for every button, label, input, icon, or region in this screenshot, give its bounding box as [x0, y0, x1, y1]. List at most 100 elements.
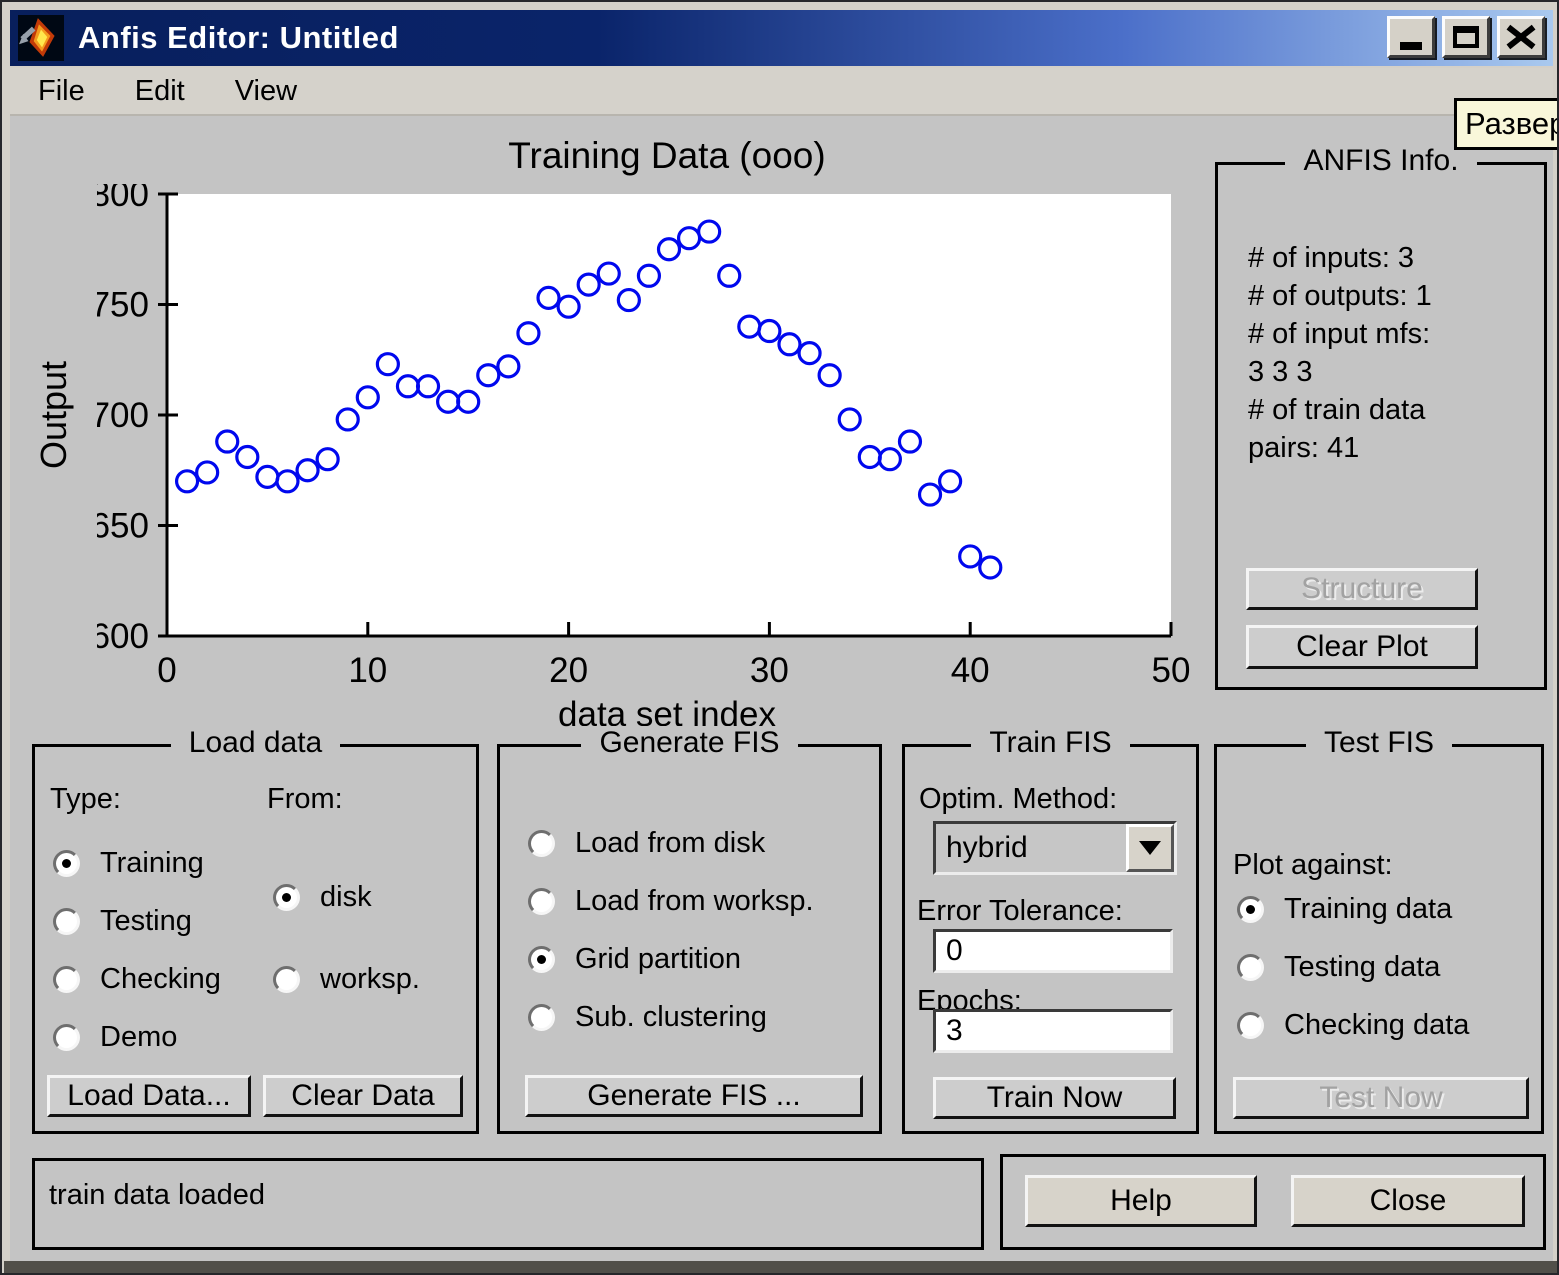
data-point	[837, 407, 862, 432]
radio-disk-label: disk	[320, 881, 372, 913]
radio-sub-clustering[interactable]	[528, 1004, 555, 1031]
close-dialog-button-label: Close	[1369, 1184, 1447, 1217]
radio-row-checking-data: Checking data	[1237, 1009, 1469, 1042]
data-point	[516, 321, 541, 346]
radio-row-training: Training	[53, 847, 204, 880]
data-point	[355, 385, 380, 410]
radio-training[interactable]	[53, 850, 80, 877]
data-point	[817, 363, 842, 388]
y-tick-label: 700	[97, 396, 149, 435]
train-now-button[interactable]: Train Now	[933, 1077, 1176, 1119]
radio-testing-data-label: Testing data	[1284, 951, 1441, 983]
optim-method-select[interactable]: hybrid	[933, 821, 1177, 875]
radio-demo[interactable]	[53, 1024, 80, 1051]
error-tolerance-input[interactable]	[933, 929, 1173, 973]
load-data-panel: Load data Type: From: Training Testing C…	[32, 726, 479, 1134]
help-button[interactable]: Help	[1025, 1175, 1257, 1227]
data-point	[415, 374, 441, 399]
test-fis-panel: Test FIS Plot against: Training data Tes…	[1214, 726, 1544, 1134]
close-button[interactable]	[1497, 16, 1545, 58]
radio-testing-label: Testing	[100, 905, 192, 937]
test-now-button[interactable]: Test Now	[1233, 1077, 1529, 1119]
data-point	[938, 469, 963, 494]
close-dialog-button[interactable]: Close	[1291, 1175, 1525, 1227]
radio-training-data[interactable]	[1237, 896, 1264, 923]
x-tick-label: 50	[1152, 651, 1191, 690]
chart-title: Training Data (ooo)	[508, 135, 826, 176]
data-point	[235, 444, 260, 470]
data-point	[697, 219, 722, 244]
radio-row-load-disk: Load from disk	[528, 827, 765, 860]
matlab-logo-icon	[18, 15, 64, 61]
info-line: # of inputs: 3	[1248, 242, 1415, 274]
data-point	[174, 469, 200, 494]
y-tick-label: 750	[97, 286, 149, 325]
radio-row-training-data: Training data	[1237, 893, 1452, 926]
radio-disk[interactable]	[273, 884, 300, 911]
window-resize-edge	[4, 1261, 1557, 1273]
radio-row-disk: disk	[273, 881, 372, 914]
minimize-button[interactable]	[1387, 16, 1435, 58]
train-now-button-label: Train Now	[986, 1081, 1123, 1114]
x-tick-label: 20	[549, 651, 588, 690]
menu-edit[interactable]: Edit	[134, 74, 185, 107]
y-tick-label: 650	[97, 507, 149, 546]
radio-training-label: Training	[100, 847, 204, 879]
radio-training-data-label: Training data	[1284, 893, 1453, 925]
radio-testing-data[interactable]	[1237, 954, 1264, 981]
close-icon	[1507, 25, 1535, 49]
radio-load-from-worksp[interactable]	[528, 888, 555, 915]
radio-testing[interactable]	[53, 908, 80, 935]
data-point	[315, 447, 340, 472]
titlebar[interactable]: Anfis Editor: Untitled	[10, 10, 1553, 66]
y-tick-label: 600	[97, 617, 149, 656]
radio-grid-partition[interactable]	[528, 946, 555, 973]
radio-checking[interactable]	[53, 966, 80, 993]
window-controls	[1387, 16, 1545, 58]
optim-method-label: Optim. Method:	[919, 783, 1118, 815]
radio-load-from-disk[interactable]	[528, 830, 555, 857]
data-point	[636, 263, 662, 288]
info-line: pairs: 41	[1248, 432, 1360, 464]
plot-against-label: Plot against:	[1233, 849, 1393, 881]
from-label: From:	[267, 783, 343, 815]
structure-button[interactable]: Structure	[1246, 568, 1478, 610]
status-message: train data loaded	[49, 1179, 266, 1211]
info-line: # of outputs: 1	[1248, 280, 1432, 312]
structure-button-label: Structure	[1301, 572, 1423, 605]
radio-worksp-label: worksp.	[320, 963, 420, 995]
generate-fis-button[interactable]: Generate FIS ...	[525, 1075, 863, 1117]
data-point	[797, 341, 822, 366]
radio-row-load-worksp: Load from worksp.	[528, 885, 814, 918]
data-point	[375, 352, 400, 377]
generate-fis-button-label: Generate FIS ...	[587, 1079, 801, 1112]
radio-checking-data[interactable]	[1237, 1012, 1264, 1039]
radio-row-sub-clustering: Sub. clustering	[528, 1001, 767, 1034]
maximize-button[interactable]	[1442, 16, 1490, 58]
radio-checking-label: Checking	[100, 963, 221, 995]
epochs-input[interactable]	[933, 1009, 1173, 1053]
clear-data-button[interactable]: Clear Data	[263, 1075, 463, 1117]
data-point	[717, 263, 742, 288]
radio-row-demo: Demo	[53, 1021, 177, 1054]
radio-worksp[interactable]	[273, 966, 300, 993]
info-line: # of input mfs:	[1248, 318, 1431, 350]
generate-fis-panel: Generate FIS Load from disk Load from wo…	[497, 726, 882, 1134]
radio-row-worksp: worksp.	[273, 963, 420, 996]
data-point	[897, 429, 923, 454]
radio-row-testing-data: Testing data	[1237, 951, 1440, 984]
data-point	[476, 363, 501, 388]
menu-file[interactable]: File	[38, 74, 85, 107]
optim-method-value: hybrid	[946, 831, 1028, 864]
data-point	[496, 354, 521, 379]
data-point	[917, 482, 943, 507]
dropdown-arrow-button[interactable]	[1126, 824, 1174, 872]
anfis-info-text: # of inputs: 3 # of outputs: 1 # of inpu…	[1248, 239, 1432, 467]
data-point	[335, 407, 360, 432]
x-tick-label: 40	[951, 651, 990, 690]
menu-view[interactable]: View	[234, 74, 298, 107]
y-axis-label: Output	[33, 360, 74, 470]
load-data-button[interactable]: Load Data...	[47, 1075, 251, 1117]
clear-plot-button[interactable]: Clear Plot	[1246, 625, 1478, 669]
radio-row-checking: Checking	[53, 963, 221, 996]
